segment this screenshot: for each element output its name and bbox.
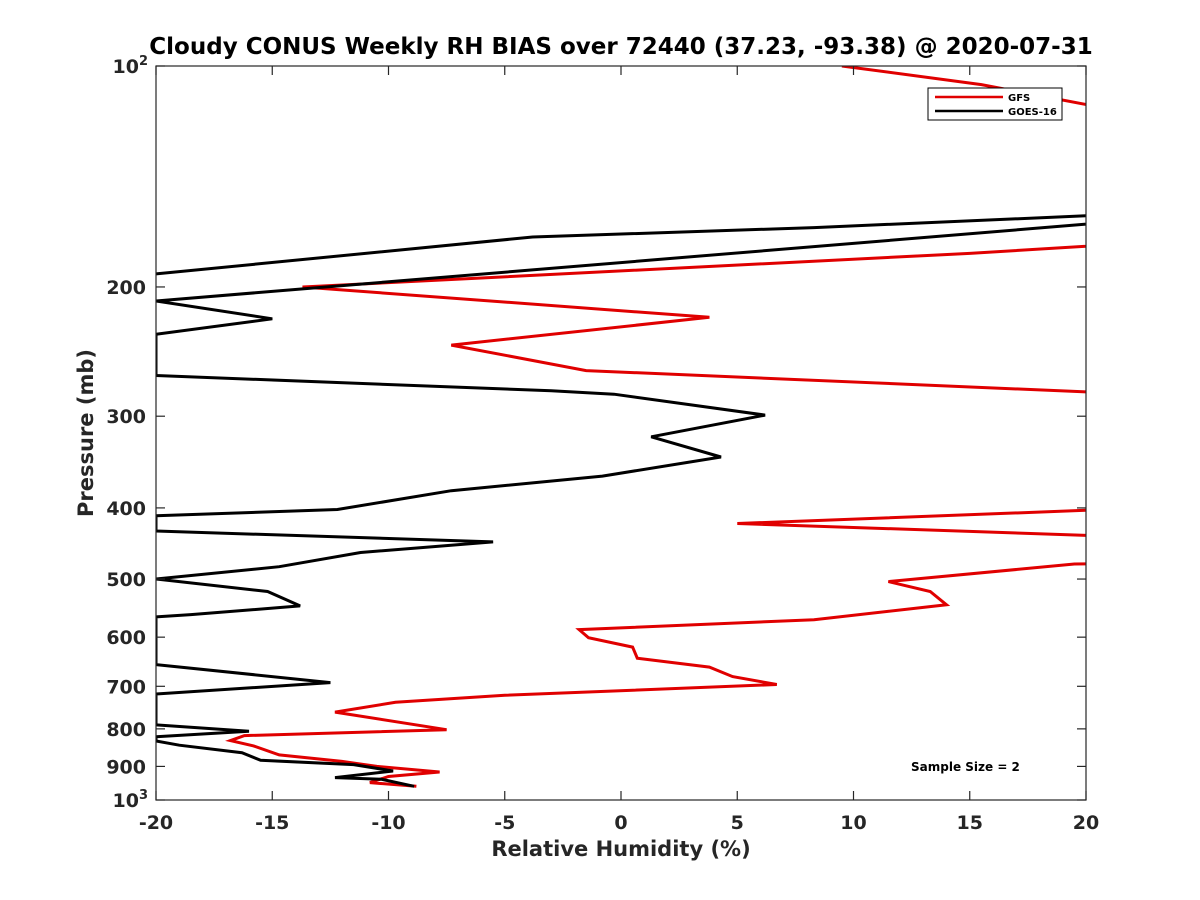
y-tick-label: 700	[106, 676, 146, 698]
x-tick-label: 0	[614, 812, 627, 834]
y-tick-label: 103	[113, 788, 149, 812]
y-axis-label: Pressure (mb)	[74, 349, 98, 517]
series-line-goes16	[156, 214, 1086, 788]
x-tick-label: 15	[957, 812, 983, 834]
y-tick-label: 900	[106, 756, 146, 778]
y-tick-label: 600	[106, 627, 146, 649]
y-tick-label: 500	[106, 569, 146, 591]
series-layer	[156, 66, 1086, 788]
x-tick-label: -15	[255, 812, 289, 834]
legend: GFS GOES-16	[927, 87, 1063, 121]
chart-title: Cloudy CONUS Weekly RH BIAS over 72440 (…	[149, 34, 1092, 60]
sample-size-annotation: Sample Size = 2	[911, 760, 1020, 774]
x-tick-label: -5	[494, 812, 515, 834]
y-axis: 102 200 300 400 500 600 700 800 900 103	[106, 54, 1086, 812]
legend-label-gfs: GFS	[1008, 93, 1030, 104]
series-line-gfs	[225, 66, 1086, 788]
y-tick-label: 400	[106, 498, 146, 520]
x-axis: -20 -15 -10 -5 0 5 10 15 20	[139, 66, 1099, 834]
x-axis-label: Relative Humidity (%)	[491, 837, 750, 861]
y-tick-label: 102	[113, 54, 149, 78]
legend-box	[927, 87, 1063, 121]
x-tick-label: -20	[139, 812, 173, 834]
legend-label-goes16: GOES-16	[1008, 107, 1057, 118]
y-tick-label: 200	[106, 277, 146, 299]
x-tick-label: 10	[840, 812, 866, 834]
y-tick-label: 800	[106, 719, 146, 741]
y-tick-label: 300	[106, 406, 146, 428]
x-tick-label: -10	[371, 812, 405, 834]
x-tick-label: 5	[731, 812, 744, 834]
x-tick-label: 20	[1073, 812, 1099, 834]
